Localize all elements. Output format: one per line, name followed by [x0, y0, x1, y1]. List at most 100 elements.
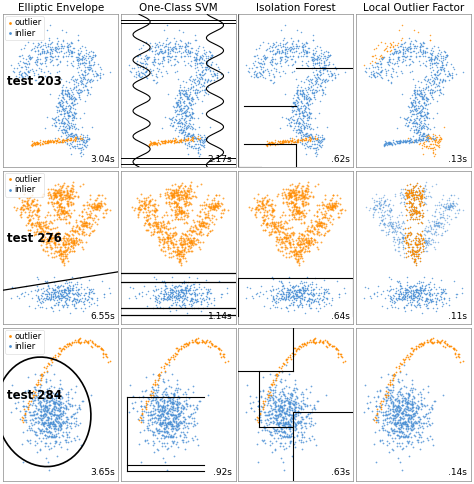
Point	[68, 394, 75, 402]
Point	[255, 416, 263, 424]
Point	[26, 218, 33, 226]
Point	[406, 247, 414, 255]
Point	[184, 194, 191, 202]
Point	[65, 340, 73, 348]
Point	[413, 299, 421, 306]
Point	[141, 68, 149, 76]
Point	[59, 399, 67, 407]
Point	[263, 219, 271, 227]
Point	[60, 428, 67, 436]
Point	[413, 89, 421, 97]
Point	[187, 113, 194, 121]
Point	[379, 74, 386, 82]
Point	[273, 370, 281, 378]
Point	[200, 221, 208, 229]
Point	[439, 225, 447, 232]
Point	[63, 98, 70, 106]
Point	[51, 439, 59, 446]
Point	[150, 418, 157, 425]
Point	[408, 48, 415, 56]
Point	[378, 53, 386, 61]
Point	[310, 230, 318, 238]
Point	[268, 220, 276, 227]
Point	[300, 86, 307, 94]
Point	[60, 119, 68, 127]
Point	[54, 424, 62, 431]
Point	[310, 240, 317, 248]
Point	[416, 199, 423, 207]
Point	[26, 74, 34, 82]
Point	[441, 67, 448, 75]
Point	[286, 290, 294, 298]
Point	[436, 201, 443, 209]
Point	[304, 116, 311, 124]
Point	[290, 238, 297, 245]
Point	[159, 296, 166, 304]
Point	[159, 377, 167, 385]
Point	[177, 54, 184, 61]
Point	[399, 44, 406, 51]
Point	[197, 53, 204, 61]
Point	[184, 46, 191, 54]
Point	[55, 292, 63, 300]
Point	[46, 409, 54, 417]
Point	[170, 391, 178, 399]
Point	[248, 292, 256, 300]
Point	[297, 252, 305, 260]
Point	[58, 286, 66, 294]
Point	[433, 141, 440, 149]
Point	[265, 407, 273, 415]
Point	[318, 131, 326, 138]
Point	[409, 410, 417, 418]
Point	[274, 227, 282, 234]
Point	[150, 76, 157, 84]
Point	[389, 220, 396, 228]
Point	[297, 234, 304, 242]
Point	[264, 294, 271, 302]
Point	[159, 278, 167, 286]
Point	[445, 204, 453, 212]
Point	[261, 393, 269, 401]
Point	[62, 402, 70, 409]
Point	[74, 36, 82, 44]
Point	[160, 406, 168, 414]
Point	[82, 53, 90, 60]
Point	[291, 439, 298, 446]
Point	[158, 294, 165, 302]
Point	[417, 219, 425, 227]
Point	[341, 68, 349, 76]
Point	[156, 421, 164, 428]
Point	[171, 192, 178, 199]
Point	[159, 412, 166, 420]
Point	[404, 241, 411, 248]
Point	[390, 228, 398, 236]
Point	[401, 405, 408, 413]
Point	[88, 200, 96, 208]
Point	[70, 80, 78, 88]
Point	[373, 69, 381, 77]
Point	[420, 186, 428, 194]
Point	[383, 427, 391, 435]
Point	[46, 52, 54, 60]
Point	[159, 247, 167, 255]
Point	[209, 218, 216, 226]
Point	[37, 393, 45, 401]
Point	[184, 242, 192, 250]
Point	[421, 286, 429, 294]
Point	[25, 213, 32, 221]
Point	[374, 63, 382, 71]
Point	[62, 234, 70, 242]
Point	[181, 415, 189, 423]
Point	[39, 238, 47, 246]
Point	[64, 342, 72, 349]
Point	[419, 287, 427, 295]
Point	[57, 296, 65, 304]
Point	[179, 289, 187, 297]
Point	[425, 280, 433, 287]
Point	[383, 141, 391, 149]
Point	[40, 294, 48, 302]
Point	[140, 197, 148, 205]
Point	[422, 247, 430, 255]
Point	[171, 283, 178, 290]
Point	[411, 190, 419, 197]
